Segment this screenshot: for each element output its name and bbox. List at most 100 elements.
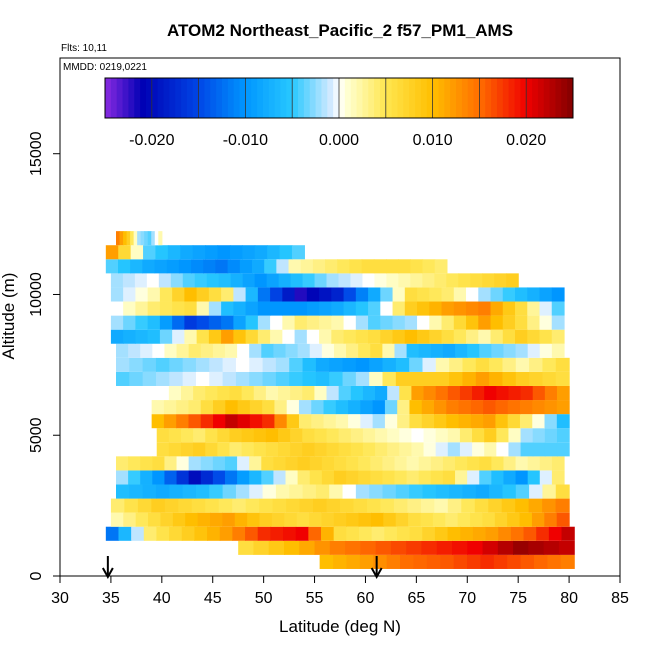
heatmap-cell-5-29: [502, 484, 517, 499]
heatmap-cell-8-19: [387, 442, 400, 457]
colorbar-cell-59: [450, 78, 457, 118]
heatmap-cell-4-29: [501, 498, 516, 513]
heatmap-cell-18-10: [233, 301, 247, 316]
x-axis-label: Latitude (deg N): [279, 617, 401, 636]
heatmap-cell-18-12: [257, 301, 271, 316]
heatmap-cell-19-7: [196, 287, 210, 302]
heatmap-cell-12-17: [362, 385, 376, 401]
heatmap-cell-16-6: [184, 329, 198, 344]
heatmap-cell-19-3: [147, 287, 161, 302]
heatmap-cell-18-27: [441, 301, 455, 316]
heatmap-cell-10-14: [323, 414, 337, 429]
heatmap-cell-6-27: [442, 470, 456, 485]
heatmap-cell-18-14: [282, 301, 296, 316]
heatmap-cell-16-32: [502, 329, 516, 344]
heatmap-cell-22-11: [242, 245, 256, 260]
heatmap-cell-2-23: [396, 526, 411, 541]
x-tick-label-6: 60: [357, 590, 375, 607]
heatmap-cell-22-7: [192, 245, 206, 260]
heatmap-cell-0-2: [346, 554, 361, 569]
heatmap-cell-23-8: [144, 231, 149, 246]
heatmap-cell-3-23: [395, 512, 409, 527]
heatmap-cell-3-15: [296, 512, 310, 527]
heatmap-cell-14-28: [489, 357, 504, 372]
heatmap-cell-15-26: [430, 343, 444, 358]
colorbar-cell-12: [175, 78, 182, 118]
heatmap-cell-7-17: [321, 456, 335, 471]
heatmap-cell-2-28: [460, 526, 474, 541]
heatmap-cell-16-7: [196, 329, 210, 344]
heatmap-cell-21-6: [178, 259, 192, 274]
x-tick-label-11: 85: [611, 590, 629, 607]
colorbar-cell-0: [105, 78, 112, 118]
heatmap-cell-15-4: [164, 343, 178, 358]
heatmap-cell-9-26: [472, 428, 485, 443]
heatmap-cell-9-32: [544, 428, 558, 443]
colorbar-cell-26: [257, 78, 264, 118]
colorbar-cell-75: [543, 78, 551, 118]
heatmap-cell-0-4: [373, 554, 388, 569]
heatmap-cell-17-8: [208, 315, 222, 330]
heatmap-cell-11-30: [519, 400, 533, 415]
heatmap-cell-10-17: [360, 414, 374, 429]
heatmap-cell-15-0: [116, 343, 129, 358]
heatmap-cell-11-11: [286, 400, 300, 415]
heatmap-cell-7-32: [503, 456, 517, 471]
heatmap-cell-6-34: [527, 470, 541, 485]
heatmap-cell-6-18: [333, 470, 347, 485]
heatmap-cell-14-16: [329, 357, 344, 372]
heatmap-cell-8-12: [302, 442, 315, 457]
heatmap-cell-5-9: [235, 484, 250, 499]
heatmap-cell-20-19: [338, 273, 352, 288]
heatmap-cell-15-19: [346, 343, 359, 358]
heatmap-cell-5-6: [195, 484, 210, 499]
heatmap-cell-7-33: [515, 456, 529, 471]
heatmap-cell-11-20: [397, 400, 411, 415]
heatmap-cell-15-35: [539, 343, 553, 358]
heatmap-cell-15-21: [370, 343, 383, 358]
heatmap-cell-13-32: [542, 371, 557, 386]
heatmap-cell-9-24: [447, 428, 461, 443]
heatmap-cell-12-24: [447, 385, 461, 401]
heatmap-cell-8-15: [338, 442, 352, 457]
heatmap-cell-20-33: [506, 273, 519, 288]
heatmap-cell-10-19: [384, 414, 398, 429]
heatmap-cell-2-2: [131, 526, 145, 541]
colorbar-tick-label-4: 0.020: [506, 132, 546, 149]
heatmap-cell-16-22: [380, 329, 394, 344]
heatmap-cell-10-15: [335, 414, 349, 429]
heatmap-cell-18-17: [319, 301, 332, 316]
heatmap-cell-15-1: [128, 343, 141, 358]
heatmap-cell-6-31: [491, 470, 505, 485]
heatmap-cell-23-6: [137, 231, 142, 246]
heatmap-cell-10-20: [397, 414, 411, 429]
colorbar-cell-2: [116, 78, 124, 118]
colorbar-cell-38: [327, 78, 334, 118]
heatmap-cell-14-0: [116, 357, 130, 372]
heatmap-cell-17-6: [184, 315, 198, 330]
heatmap-cell-0-17: [547, 554, 562, 569]
heatmap-cell-6-4: [164, 470, 178, 485]
heatmap-cell-2-14: [283, 526, 297, 541]
heatmap-cell-19-19: [343, 287, 357, 302]
heatmap-cell-15-9: [224, 343, 238, 358]
heatmap-cell-18-32: [502, 301, 516, 316]
heatmap-cell-11-10: [274, 400, 288, 415]
heatmap-cell-2-35: [548, 526, 563, 541]
heatmap-cell-8-5: [217, 442, 231, 457]
heatmap-cell-15-2: [140, 343, 153, 358]
colorbar-cell-4: [128, 78, 135, 118]
x-tick-label-5: 55: [306, 590, 324, 607]
colorbar-cell-51: [403, 78, 410, 118]
heatmap-cell-1-8: [360, 540, 377, 555]
heatmap-cell-6-29: [467, 470, 480, 485]
colorbar-cell-46: [374, 78, 381, 118]
colorbar-cell-64: [479, 78, 486, 118]
heatmap-cell-23-0: [116, 231, 121, 246]
heatmap-cell-15-18: [333, 343, 347, 358]
heatmap-cell-0-1: [333, 554, 348, 569]
heatmap-cell-9-22: [423, 428, 437, 443]
colorbar-cell-3: [122, 78, 129, 118]
heatmap-cell-7-31: [491, 456, 505, 471]
heatmap-cell-1-6: [329, 540, 346, 555]
